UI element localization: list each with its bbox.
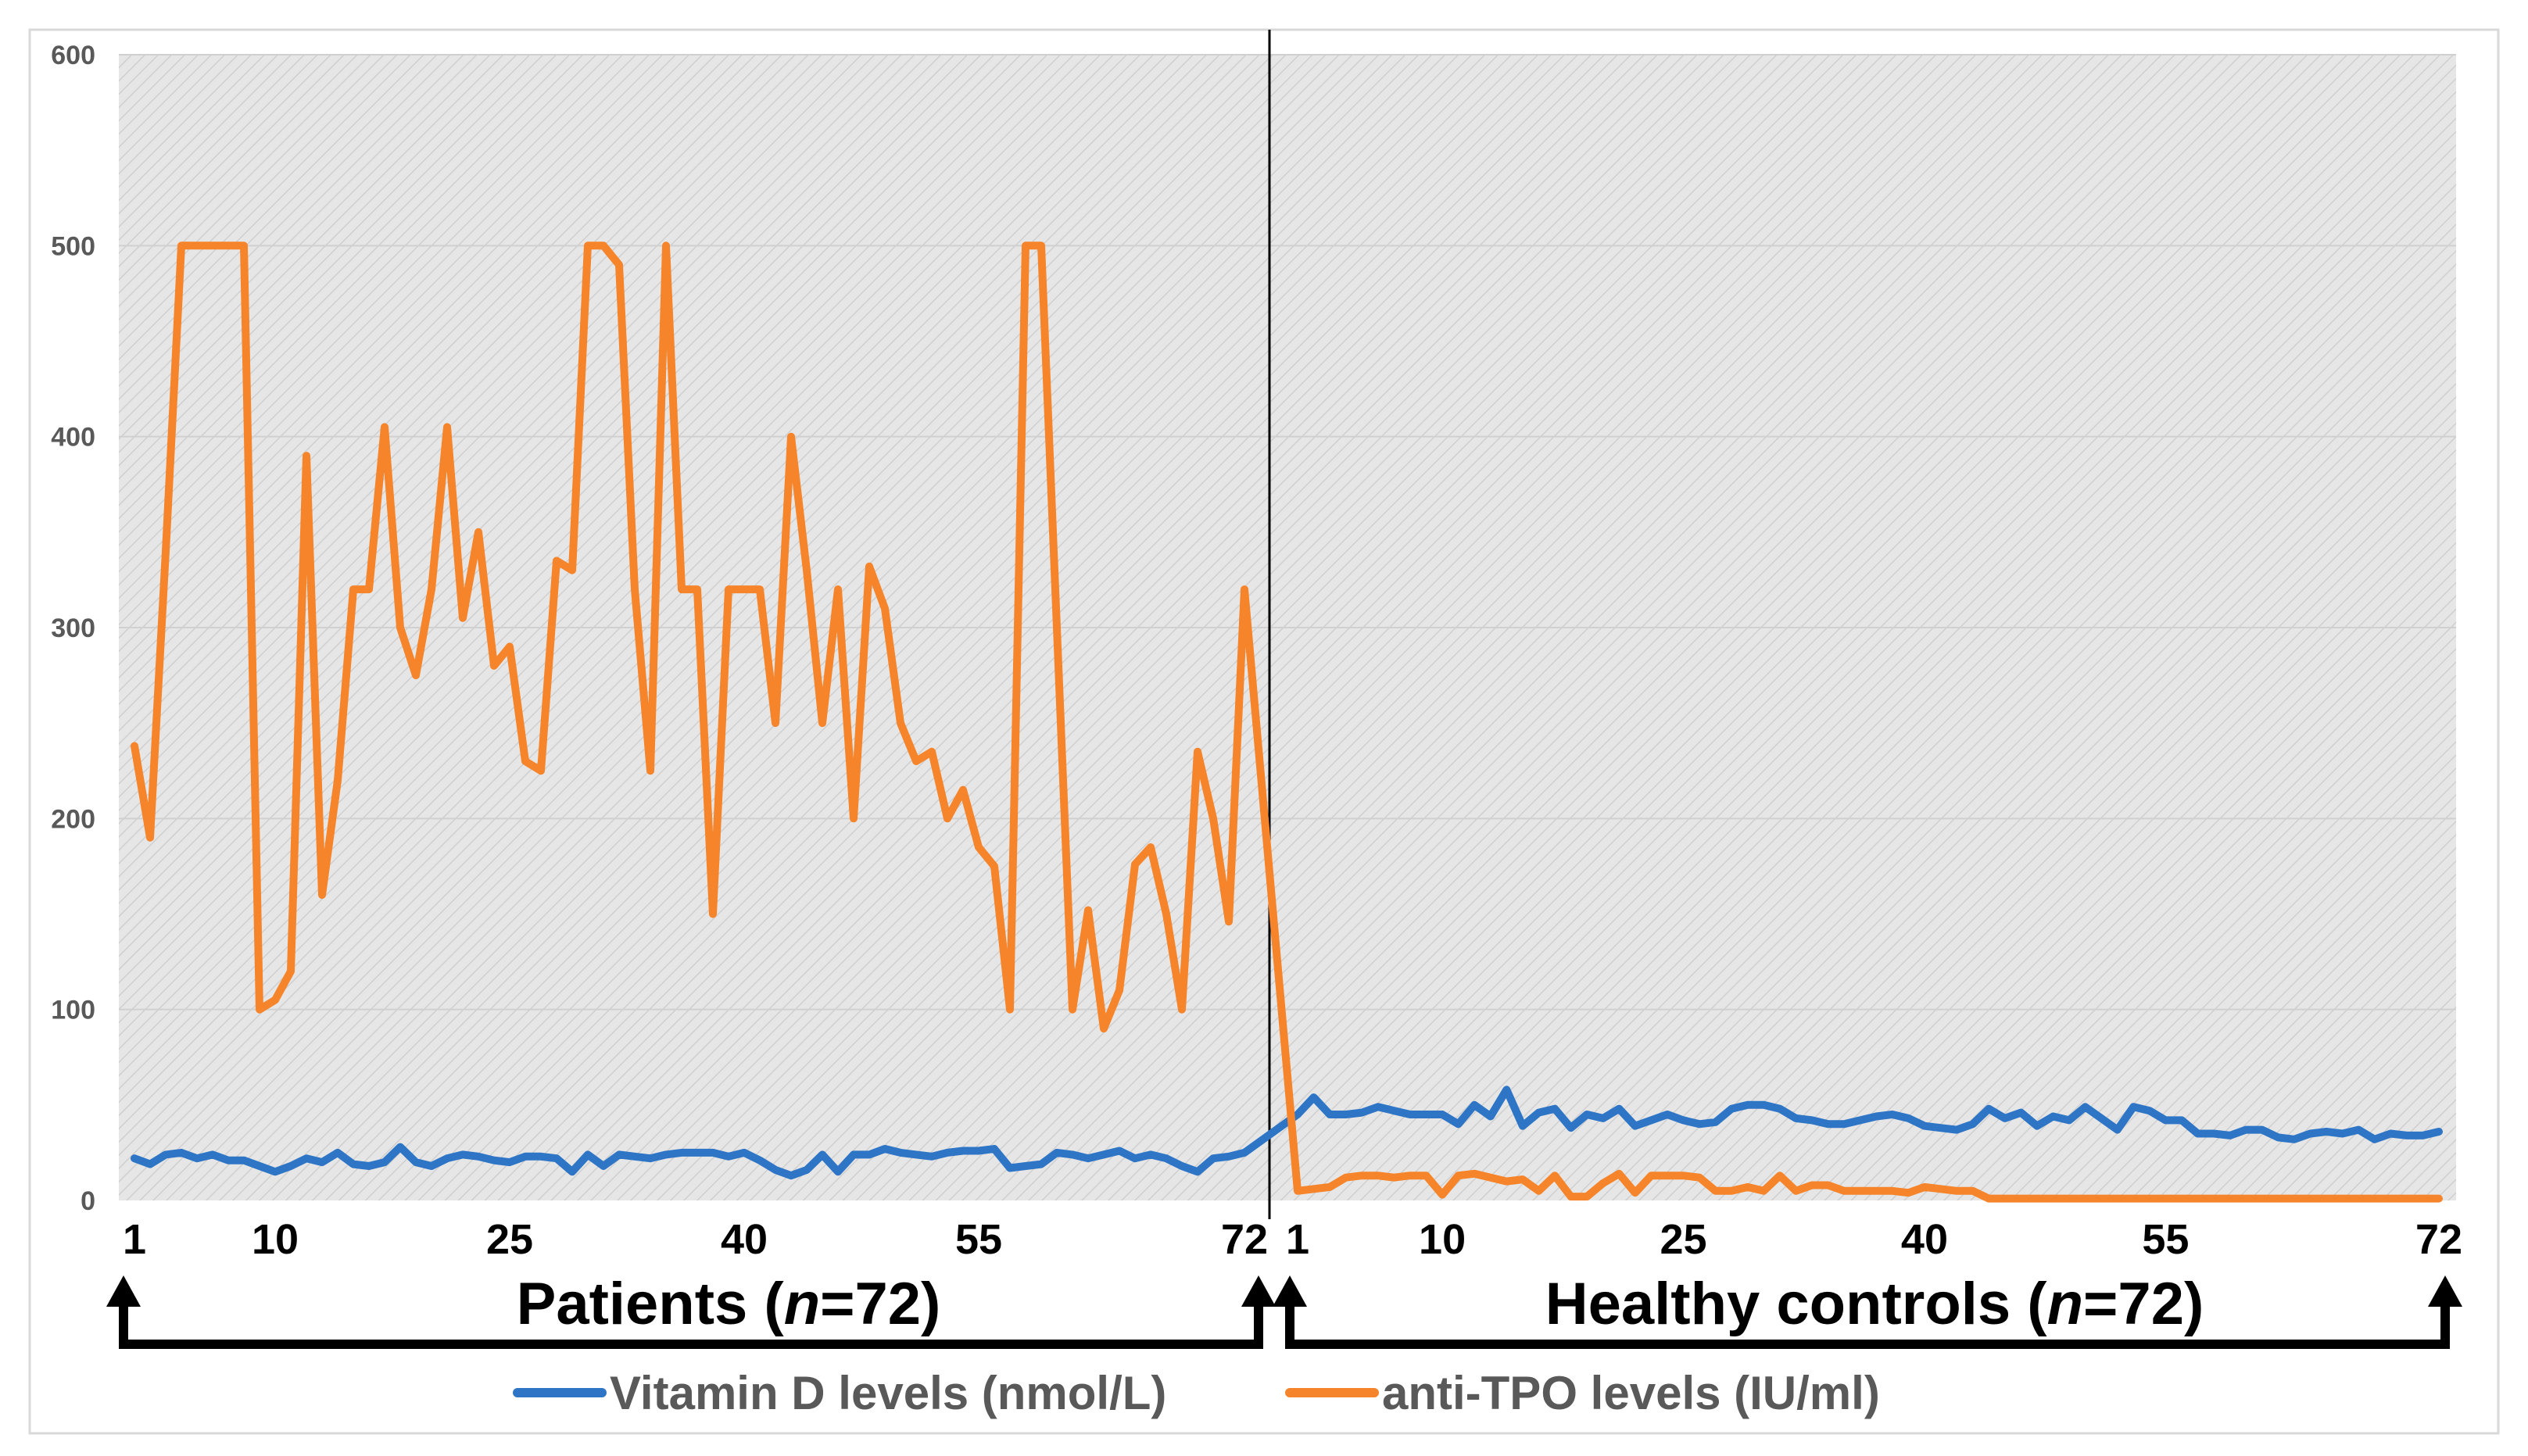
group-label-n: n [2047, 1271, 2083, 1337]
patients-group-label: Patients (n=72) [517, 1271, 941, 1337]
y-tick-label: 0 [81, 1186, 95, 1216]
x-tick-label: 55 [2142, 1216, 2189, 1263]
x-tick-label: 55 [955, 1216, 1002, 1263]
y-tick-label: 500 [51, 231, 95, 261]
x-tick-label: 40 [1901, 1216, 1948, 1263]
y-tick-label: 300 [51, 614, 95, 643]
up-arrow-icon [106, 1275, 141, 1307]
group-label-n: n [784, 1271, 820, 1337]
vitamin-d-series-line [131, 1086, 2443, 1180]
legend-anti-tpo-label: anti-TPO levels (IU/ml) [1382, 1367, 1880, 1419]
up-arrow-icon [2428, 1275, 2462, 1307]
x-tick-label: 1 [123, 1216, 146, 1263]
x-tick-label: 72 [2415, 1216, 2462, 1263]
chart-frame [28, 28, 2500, 1435]
patients-bracket-line [119, 1300, 1263, 1349]
x-tick-label: 40 [721, 1216, 768, 1263]
up-arrow-icon [1273, 1275, 1307, 1307]
y-tick-label: 400 [51, 423, 95, 453]
group-label-suffix: =72) [820, 1271, 940, 1337]
y-tick-label: 200 [51, 804, 95, 834]
x-tick-label: 10 [1419, 1216, 1466, 1263]
x-tick-label: 1 [1286, 1216, 1309, 1263]
x-tick-label: 72 [1221, 1216, 1268, 1263]
x-tick-label: 25 [486, 1216, 533, 1263]
y-tick-label: 100 [51, 996, 95, 1025]
group-label-suffix: =72) [2083, 1271, 2204, 1337]
y-tick-label: 600 [51, 41, 95, 70]
controls-bracket-line [1285, 1300, 2450, 1349]
controls-group-label: Healthy controls (n=72) [1545, 1271, 2204, 1337]
legend-vitamin-d-label: Vitamin D levels (nmol/L) [610, 1367, 1166, 1419]
group-label-prefix: Healthy controls ( [1545, 1271, 2048, 1337]
x-tick-label: 10 [252, 1216, 299, 1263]
x-tick-label: 25 [1660, 1216, 1706, 1263]
anti-tpo-series-line [131, 241, 2443, 1203]
group-label-prefix: Patients ( [517, 1271, 785, 1337]
up-arrow-icon [1241, 1275, 1276, 1307]
